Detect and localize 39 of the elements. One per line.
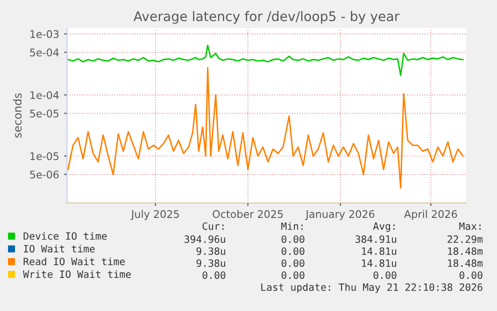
- text: Max:: [459, 222, 481, 230]
- legend-label: Read IO Wait time: [24, 258, 125, 266]
- chart-title: Average latency for /dev/loop5 - by year: [134, 11, 400, 24]
- text: 18.48m: [448, 259, 483, 267]
- text: 18.48m: [448, 247, 483, 255]
- text: 0.00: [282, 235, 304, 243]
- text: Min:: [281, 222, 303, 230]
- y-axis-title: seconds: [13, 93, 22, 138]
- y-tick-label: 1e-03: [30, 30, 59, 38]
- text: 0.00: [374, 271, 396, 279]
- legend-label: Write IO Wait time: [23, 270, 131, 278]
- y-tick-label: 1e-04: [30, 91, 59, 100]
- x-tick-label: July 2025: [130, 210, 179, 220]
- text: 0.00: [282, 259, 304, 267]
- text: 0.00: [282, 271, 304, 279]
- y-tick-label: 5e-06: [30, 170, 59, 178]
- legend-label: Device IO time: [24, 232, 107, 240]
- text: 22.29m: [448, 235, 483, 243]
- text: 14.81u: [362, 247, 396, 255]
- text: Cur:: [202, 222, 224, 230]
- text: 9.38u: [196, 259, 226, 267]
- text: Avg:: [373, 222, 395, 232]
- text: 0.00: [202, 271, 226, 279]
- y-tick-label: 5e-04: [30, 48, 59, 56]
- text: Last update: Thu May 21 22:10:38 2026: [261, 283, 482, 293]
- y-tick-label: 5e-05: [30, 110, 58, 118]
- legend-label: IO Wait time: [24, 244, 95, 253]
- text: 384.91u: [356, 235, 396, 243]
- text: 9.38u: [196, 247, 226, 255]
- x-tick-label: October 2025: [212, 210, 283, 218]
- text: 0.00: [460, 271, 482, 279]
- text: 394.96u: [184, 235, 226, 243]
- text: 0.00: [282, 247, 304, 255]
- y-tick-label: 1e-05: [30, 152, 58, 160]
- line-series: [67, 66, 464, 189]
- x-tick-label: January 2026: [305, 210, 374, 220]
- x-tick-label: April 2026: [404, 210, 457, 220]
- line-series: [67, 44, 464, 76]
- text: 14.81u: [362, 259, 396, 267]
